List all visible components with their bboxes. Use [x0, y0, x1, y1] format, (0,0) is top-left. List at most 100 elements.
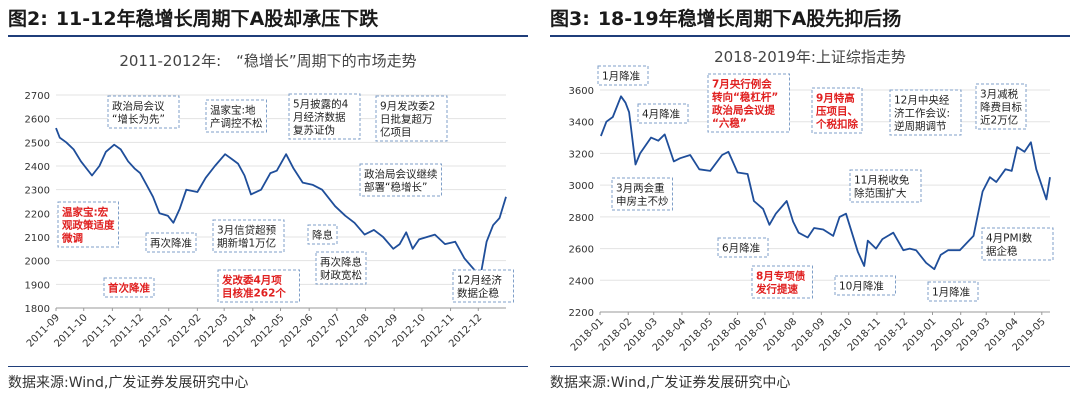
annotation-line: 济工作会议:: [894, 107, 950, 120]
y-tick-label: 2200: [569, 308, 594, 319]
annotation-line: 9月特高: [816, 92, 855, 105]
annotation-line: 8月专项债: [756, 270, 806, 283]
annotation-text: 12月经济数据企稳: [457, 274, 502, 300]
annotation-line: 据企稳: [986, 245, 1018, 258]
chart-2011-2012: 2011-2012年: “稳增长”周期下的市场走势 1800 1900 2000 210…: [25, 52, 514, 350]
annotation-line: 亿项目: [380, 126, 412, 139]
y-tick-label: 2600: [569, 245, 594, 256]
annotation-line: 3月信贷超预: [217, 224, 277, 237]
annotation-line: 9月发改委2: [380, 100, 435, 113]
annotation-line: 复苏证伪: [293, 124, 335, 137]
annotation-line: 降费目标: [980, 101, 1022, 114]
annotation: 12月中央经济工作会议:逆周期调节: [889, 89, 962, 136]
y-tick-label: 3400: [569, 118, 594, 129]
annotation: 政治局会议继续部署“稳增长”: [359, 163, 442, 197]
annotation: 温家宝:宏观政策适度微调: [57, 201, 119, 248]
annotation-line: 政治局会议: [112, 100, 165, 113]
y-tick-label: 3000: [569, 181, 594, 192]
annotation: 4月PMI数据企稳: [981, 227, 1054, 261]
annotation-line: 再次降息: [320, 256, 362, 269]
annotation-box: [375, 95, 448, 142]
annotation-box: [751, 265, 813, 299]
y-tick-label: 2700: [25, 91, 50, 102]
annotation: 再次降息财政宽松: [315, 251, 367, 285]
annotation-text: 政治局会议“增长为先”: [112, 100, 165, 126]
figure-2-heading: 11-12年稳增长周期下A股却承压下跌: [55, 8, 379, 30]
annotation: 1月降准: [927, 281, 979, 302]
annotation-line: 个税扣除: [815, 118, 858, 131]
annotation: 发改委4月项目核准262个: [217, 269, 300, 303]
series-line: [55, 127, 507, 274]
figure-3-label: 图3:: [550, 8, 590, 30]
annotation-text: 4月PMI数据企稳: [986, 232, 1033, 258]
annotation-text: 再次降息财政宽松: [320, 256, 362, 282]
annotation-box: [707, 73, 790, 133]
annotation-text: 7月央行例会转向“稳杠杆”政治局会议提“六稳”: [712, 78, 778, 130]
figure-2-source: 数据来源:Wind,广发证券发展研究中心: [8, 375, 249, 391]
y-tick-label: 2100: [25, 233, 50, 244]
figure-3-top-rule: [550, 35, 1070, 37]
annotation-text: 6月降准: [722, 242, 760, 255]
annotation-line: 微调: [61, 232, 83, 245]
annotation: 6月降准: [717, 237, 769, 258]
annotation-line: 日批复超万: [380, 113, 433, 126]
annotation-box: [307, 224, 338, 245]
y-tick-label: 2400: [569, 276, 594, 287]
annotation: 政治局会议“增长为先”: [107, 95, 180, 129]
annotation-box: [359, 163, 442, 197]
annotation-box: [452, 269, 514, 303]
annotation-line: 11月税收免: [854, 174, 910, 187]
annotation-box: [217, 269, 300, 303]
annotation-text: 温家宝:地产调控不松: [210, 104, 263, 130]
annotation-line: “六稳”: [712, 117, 747, 130]
annotation-box: [975, 83, 1027, 130]
figure-3-bottom-rule: [550, 366, 1070, 367]
annotation: 3月减税降费目标近2万亿: [975, 83, 1027, 130]
annotation-box: [611, 177, 673, 211]
annotation-box: [57, 201, 119, 248]
y-tick-label: 2000: [25, 257, 50, 268]
annotation-text: 1月降准: [932, 286, 970, 299]
annotation-line: “增长为先”: [112, 113, 165, 126]
annotation: 1月降准: [597, 65, 649, 86]
annotation: 10月降准: [834, 275, 896, 296]
annotation: 12月经济数据企稳: [452, 269, 514, 303]
annotation-line: 温家宝:地: [210, 104, 256, 117]
annotation-line: 压项目、: [816, 106, 858, 118]
annotation-text: 8月专项债发行提速: [755, 270, 806, 296]
annotation-line: 12月经济: [457, 274, 502, 287]
annotation-text: 10月降准: [839, 280, 884, 293]
annotation: 温家宝:地产调控不松: [205, 99, 267, 133]
annotation-text: 政治局会议继续部署“稳增长”: [364, 168, 438, 194]
annotation-box: [315, 251, 367, 285]
annotation-line: 6月降准: [722, 242, 760, 255]
annotation-line: 发行提速: [755, 283, 798, 296]
y-tick-label: 3600: [569, 86, 594, 97]
y-tick-label: 2200: [25, 209, 50, 220]
annotation-line: 降息: [312, 229, 333, 242]
annotation-line: 观政策适度: [62, 219, 115, 232]
annotation-box: [212, 219, 285, 253]
annotation-line: 月经济数据: [293, 111, 346, 124]
annotation-text: 5月披露的4 月经济数据复苏证伪: [293, 98, 349, 137]
annotation-line: 财政宽松: [320, 269, 362, 282]
y-tick-label: 1900: [25, 280, 50, 291]
annotation: 再次降准: [145, 232, 197, 253]
figure-2-bottom-rule: [8, 366, 528, 367]
annotation-line: 4月PMI数: [986, 232, 1033, 245]
annotation-box: [981, 227, 1054, 261]
annotation: 8月专项债发行提速: [751, 265, 813, 299]
annotation-text: 再次降准: [150, 237, 192, 250]
annotation-box: [834, 275, 896, 296]
annotation-line: 发改委4月项: [221, 274, 282, 287]
annotation-line: 10月降准: [839, 280, 884, 293]
annotation-line: 1月降准: [932, 286, 970, 299]
annotation-box: [107, 95, 180, 129]
annotation-line: 除范围扩大: [854, 187, 907, 200]
annotation-line: 5月披露的4: [293, 98, 349, 111]
y-tick-label: 2800: [569, 213, 594, 224]
annotation-line: 首次降准: [108, 282, 150, 295]
annotation: 11月税收免除范围扩大: [849, 169, 922, 203]
annotation-line: 3月减税: [980, 88, 1019, 101]
annotation-text: 3月两会重申房主不炒: [616, 182, 669, 208]
